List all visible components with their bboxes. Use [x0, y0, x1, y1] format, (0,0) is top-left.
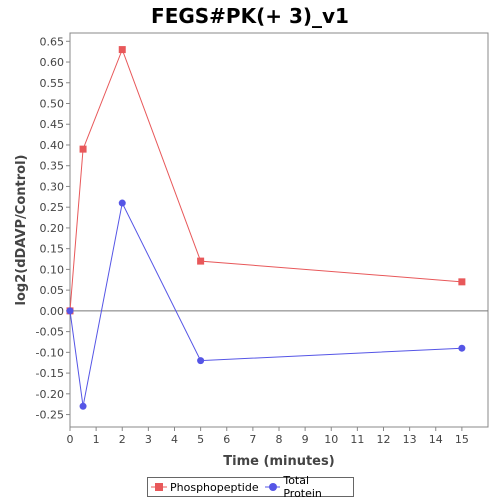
legend: Phosphopeptide Total Protein: [147, 474, 354, 500]
x-tick-label: 9: [302, 433, 309, 446]
data-point-total-protein: [458, 344, 466, 352]
x-tick-label: 7: [249, 433, 256, 446]
legend-swatch-circle-icon: [264, 483, 281, 491]
y-tick-label: -0.20: [36, 388, 64, 401]
y-tick-label: 0.60: [40, 56, 65, 69]
y-tick-label: 0.15: [40, 243, 65, 256]
plot-area: [69, 32, 489, 428]
x-tick-label: 11: [350, 433, 364, 446]
data-point-total-protein: [79, 402, 87, 410]
y-tick-label: 0.35: [40, 160, 65, 173]
data-point-total-protein: [66, 307, 74, 315]
data-point-phosphopeptide: [197, 257, 205, 265]
chart-title: FEGS#PK(+ 3)_v1: [151, 4, 349, 28]
y-tick-label: 0.25: [40, 201, 65, 214]
data-point-phosphopeptide: [458, 278, 466, 286]
x-tick-label: 3: [145, 433, 152, 446]
y-tick-label: 0.40: [40, 139, 65, 152]
y-tick-label: 0.55: [40, 77, 65, 90]
x-tick-label: 8: [276, 433, 283, 446]
y-tick-label: 0.00: [40, 305, 65, 318]
x-tick-label: 1: [93, 433, 100, 446]
data-point-total-protein: [118, 199, 126, 207]
y-tick-label: 0.45: [40, 118, 65, 131]
y-tick-label: -0.25: [36, 409, 64, 422]
legend-label-phosphopeptide: Phosphopeptide: [170, 480, 259, 494]
x-tick-label: 0: [67, 433, 74, 446]
x-tick-label: 15: [455, 433, 469, 446]
x-axis-label: Time (minutes): [223, 454, 334, 469]
legend-swatch-square-icon: [151, 483, 167, 491]
x-tick-label: 4: [171, 433, 178, 446]
legend-item-total-protein: Total Protein: [264, 474, 350, 500]
data-point-total-protein: [197, 357, 205, 365]
legend-item-phosphopeptide: Phosphopeptide: [151, 481, 259, 494]
y-tick-label: 0.50: [40, 98, 65, 111]
data-point-phosphopeptide: [79, 145, 87, 153]
data-point-phosphopeptide: [118, 46, 126, 54]
x-tick-label: 6: [223, 433, 230, 446]
y-tick-label: -0.15: [36, 367, 64, 380]
y-tick-label: -0.05: [36, 326, 64, 339]
x-tick-label: 10: [324, 433, 338, 446]
y-axis-label: log2(dDAVP/Control): [14, 155, 29, 306]
x-tick-label: 12: [377, 433, 391, 446]
x-tick-label: 5: [197, 433, 204, 446]
x-tick-label: 13: [403, 433, 417, 446]
x-tick-label: 14: [429, 433, 443, 446]
y-tick-label: 0.20: [40, 222, 65, 235]
legend-label-total-protein: Total Protein: [283, 474, 322, 500]
y-tick-label: 0.30: [40, 180, 65, 193]
y-tick-label: 0.05: [40, 284, 65, 297]
y-tick-label: 0.65: [40, 35, 65, 48]
x-tick-label: 2: [119, 433, 126, 446]
y-tick-label: -0.10: [36, 346, 64, 359]
y-tick-label: 0.10: [40, 263, 65, 276]
